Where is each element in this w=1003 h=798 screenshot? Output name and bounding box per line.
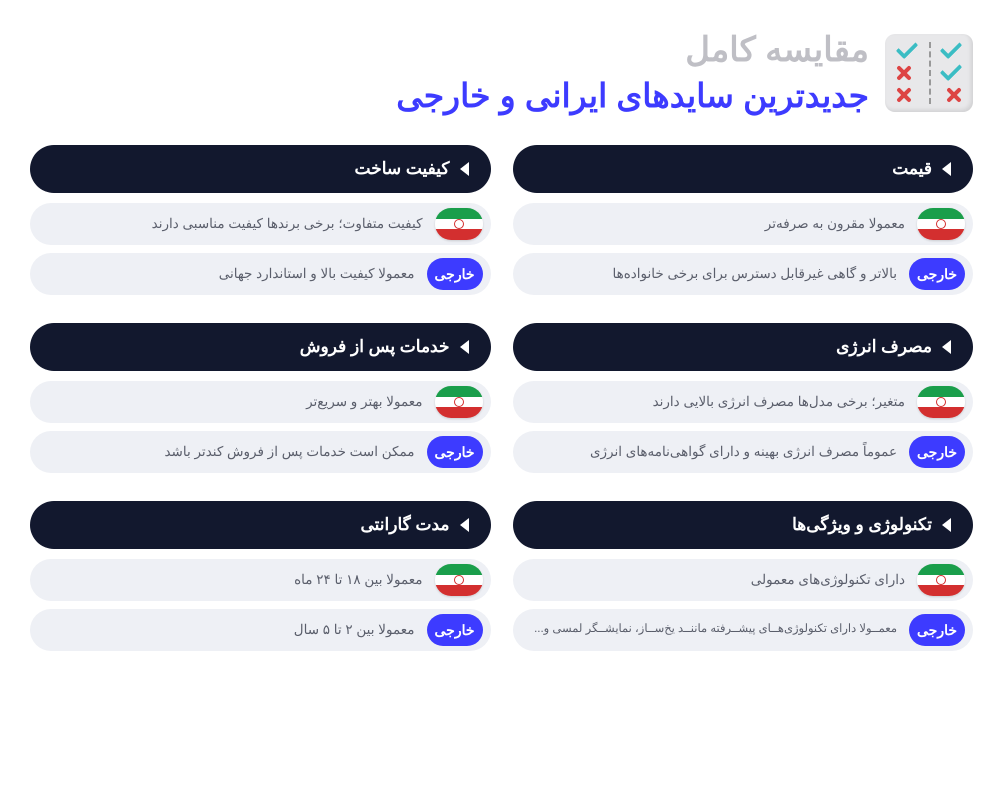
card-header: تکنولوژی و ویژگی‌ها: [513, 501, 974, 549]
checklist-icon: [885, 34, 973, 112]
iran-flag-icon: [917, 564, 965, 596]
foreign-row: خارجی عموماً مصرف انرژی بهینه و دارای گوا…: [513, 431, 974, 473]
card-title: خدمات پس از فروش: [300, 337, 450, 357]
card-header: مصرف انرژی: [513, 323, 974, 371]
title-line2: جدیدترین سایدهای ایرانی و خارجی: [396, 76, 869, 115]
iranian-text: متغیر؛ برخی مدل‌ها مصرف انرژی بالایی دار…: [531, 384, 906, 420]
card-title: قیمت: [892, 159, 932, 179]
iran-flag-icon: [435, 208, 483, 240]
card-header: قیمت: [513, 145, 974, 193]
foreign-badge: خارجی: [427, 258, 483, 290]
foreign-text: معمولا کیفیت بالا و استاندارد جهانی: [48, 256, 415, 292]
iranian-text: معمولا مقرون به صرفه‌تر: [531, 206, 906, 242]
comparison-card: تکنولوژی و ویژگی‌ها دارای تکنولوژی‌های مع…: [513, 501, 974, 659]
iranian-row: معمولا مقرون به صرفه‌تر: [513, 203, 974, 245]
chevron-icon: [942, 162, 951, 176]
comparison-card: کیفیت ساخت کیفیت متفاوت؛ برخی برندها کیفی…: [30, 145, 491, 303]
card-title: مدت گارانتی: [361, 515, 450, 535]
foreign-row: خارجی ممکن است خدمات پس از فروش کندتر باش…: [30, 431, 491, 473]
chevron-icon: [460, 162, 469, 176]
iran-flag-icon: [917, 208, 965, 240]
foreign-badge: خارجی: [427, 436, 483, 468]
foreign-row: خارجی بالاتر و گاهی غیرقابل دسترس برای بر…: [513, 253, 974, 295]
foreign-badge: خارجی: [909, 258, 965, 290]
iranian-row: دارای تکنولوژی‌های معمولی: [513, 559, 974, 601]
iran-flag-icon: [435, 386, 483, 418]
comparison-card: خدمات پس از فروشمعمولا بهتر و سریع‌ترخار…: [30, 323, 491, 481]
page-header: مقایسه کامل جدیدترین سایدهای ایرانی و خا…: [30, 30, 973, 115]
foreign-badge: خارجی: [909, 614, 965, 646]
foreign-badge: خارجی: [909, 436, 965, 468]
foreign-badge: خارجی: [427, 614, 483, 646]
card-header: کیفیت ساخت: [30, 145, 491, 193]
iranian-text: معمولا بین ۱۸ تا ۲۴ ماه: [48, 562, 423, 598]
comparison-card: مصرف انرژی متغیر؛ برخی مدل‌ها مصرف انرژی …: [513, 323, 974, 481]
chevron-icon: [460, 340, 469, 354]
foreign-text: معمولا بین ۲ تا ۵ سال: [48, 612, 415, 648]
comparison-card: مدت گارانتی معمولا بین ۱۸ تا ۲۴ ماهخارجی م…: [30, 501, 491, 659]
card-title: کیفیت ساخت: [355, 159, 450, 179]
iranian-text: معمولا بهتر و سریع‌تر: [48, 384, 423, 420]
card-title: تکنولوژی و ویژگی‌ها: [792, 515, 932, 535]
foreign-row: خارجی معمولا بین ۲ تا ۵ سال: [30, 609, 491, 651]
iranian-row: کیفیت متفاوت؛ برخی برندها کیفیت مناسبی د…: [30, 203, 491, 245]
foreign-text: معمــولا دارای تکنولوژی‌هــای پیشــرفته …: [531, 613, 898, 646]
card-header: مدت گارانتی: [30, 501, 491, 549]
card-header: خدمات پس از فروش: [30, 323, 491, 371]
foreign-row: خارجی معمــولا دارای تکنولوژی‌هــای پیشــ…: [513, 609, 974, 651]
iranian-row: معمولا بهتر و سریع‌تر: [30, 381, 491, 423]
iranian-text: کیفیت متفاوت؛ برخی برندها کیفیت مناسبی د…: [48, 206, 423, 242]
foreign-text: ممکن است خدمات پس از فروش کندتر باشد: [48, 434, 415, 470]
foreign-row: خارجی معمولا کیفیت بالا و استاندارد جهانی: [30, 253, 491, 295]
foreign-text: عموماً مصرف انرژی بهینه و دارای گواهی‌نا…: [531, 434, 898, 470]
title-line1: مقایسه کامل: [396, 30, 869, 70]
chevron-icon: [460, 518, 469, 532]
chevron-icon: [942, 340, 951, 354]
iranian-row: معمولا بین ۱۸ تا ۲۴ ماه: [30, 559, 491, 601]
foreign-text: بالاتر و گاهی غیرقابل دسترس برای برخی خا…: [531, 256, 898, 292]
iranian-text: دارای تکنولوژی‌های معمولی: [531, 562, 906, 598]
iranian-row: متغیر؛ برخی مدل‌ها مصرف انرژی بالایی دار…: [513, 381, 974, 423]
iran-flag-icon: [917, 386, 965, 418]
iran-flag-icon: [435, 564, 483, 596]
card-title: مصرف انرژی: [836, 337, 932, 357]
chevron-icon: [942, 518, 951, 532]
comparison-grid: قیمتمعمولا مقرون به صرفه‌ترخارجیبالاتر و…: [30, 145, 973, 659]
comparison-card: قیمت معمولا مقرون به صرفه‌ترخارجی بالاتر و…: [513, 145, 974, 303]
